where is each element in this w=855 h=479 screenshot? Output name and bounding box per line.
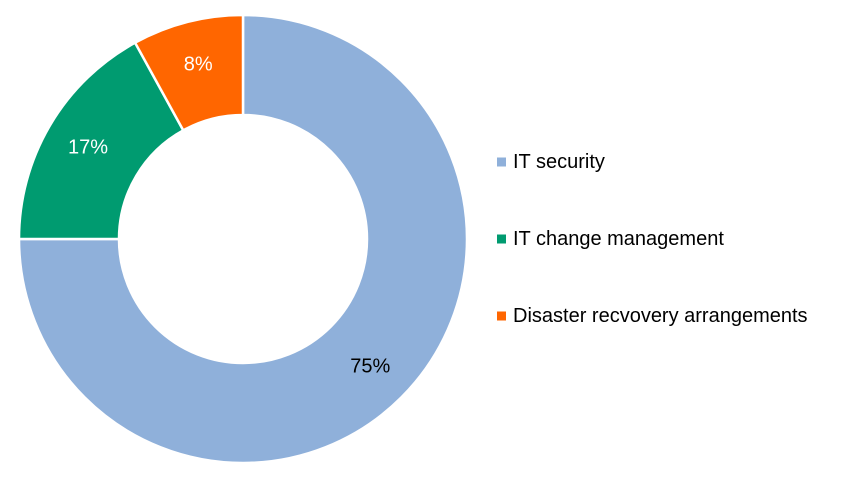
legend-swatch-it-security xyxy=(497,157,506,167)
slice-it-security xyxy=(17,13,469,465)
chart-slices xyxy=(17,13,469,465)
slice-it-change-management xyxy=(17,41,185,241)
legend-label-it-security: IT security xyxy=(513,151,605,173)
data-label-disaster-recvovery-arrangements: 8% xyxy=(184,54,213,76)
data-label-it-change-management: 17% xyxy=(68,136,108,158)
data-label-it-security: 75% xyxy=(350,355,390,377)
legend-swatch-it-change-management xyxy=(497,234,506,244)
legend-swatch-disaster-recvovery-arrangements xyxy=(497,311,506,321)
chart-data-labels: 75% 17% 8% xyxy=(68,54,390,378)
chart-legend: IT security IT change management Disaster … xyxy=(497,151,808,327)
legend-label-it-change-management: IT change management xyxy=(513,228,724,250)
legend-label-disaster-recvovery-arrangements: Disaster recvovery arrangements xyxy=(513,305,808,327)
slice-disaster-recvovery-arrangements xyxy=(133,13,245,132)
